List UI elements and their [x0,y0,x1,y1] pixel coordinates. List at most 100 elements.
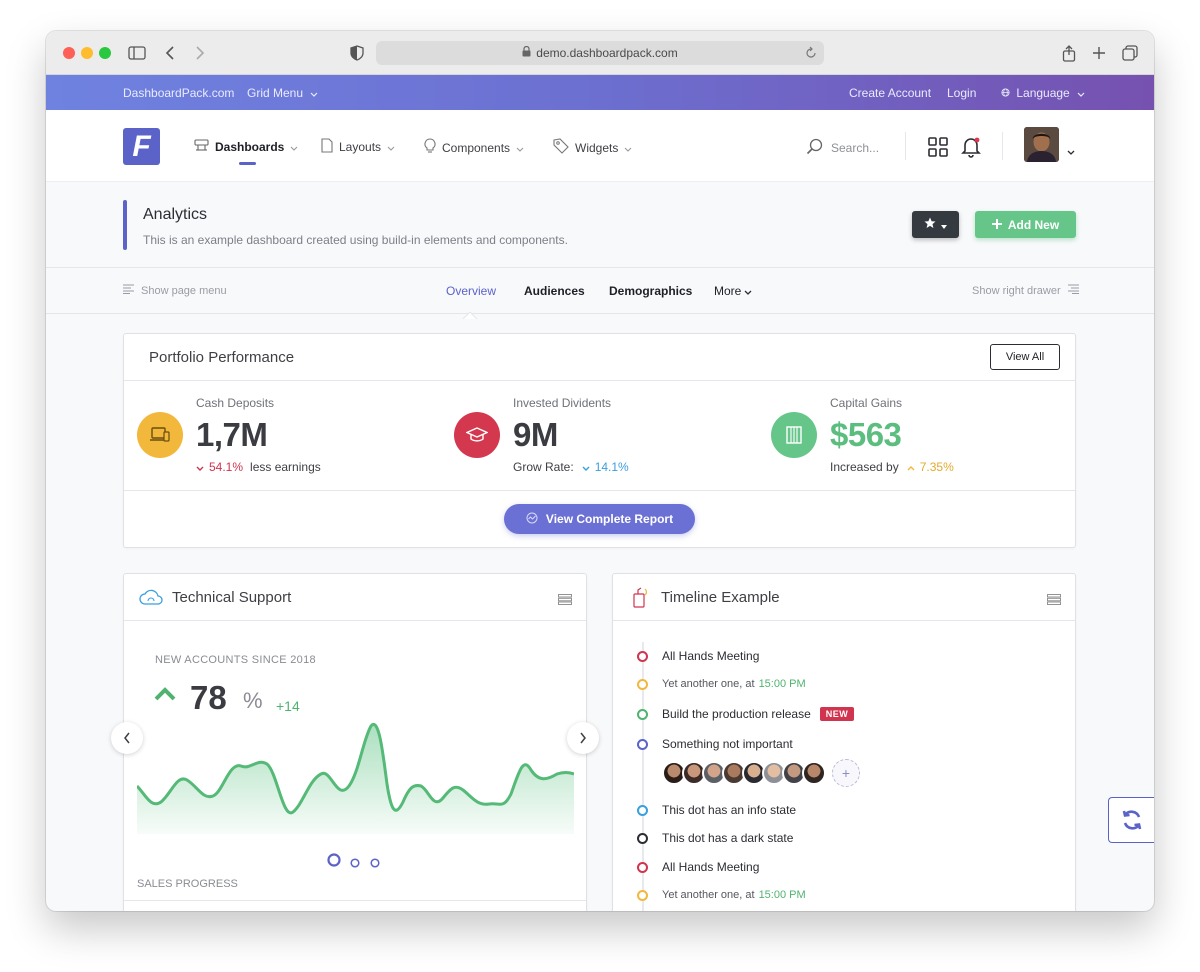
add-new-button[interactable]: Add New [975,211,1076,238]
card-menu-icon[interactable] [558,592,572,605]
card-header: Technical Support [124,574,586,621]
header-divider [1002,132,1003,160]
reload-icon[interactable] [805,46,817,62]
timeline-item: All Hands Meeting [637,649,759,663]
add-new-label: Add New [1007,217,1060,232]
card-header: Portfolio Performance View All [124,334,1075,381]
chevron-right-icon [580,732,586,744]
show-page-menu-label: Show page menu [141,284,227,297]
timeline-dot [637,861,648,873]
nav-dashboards-label: Dashboards [215,139,285,154]
search-box[interactable]: Search... [806,138,879,158]
timeline-text: Something not important [662,737,793,751]
page-title-section: Analytics This is an example dashboard c… [46,182,1154,268]
trend-up-icon [154,687,176,706]
active-nav-indicator [239,162,256,165]
accounts-value: 78 [190,679,227,716]
timeline-text: Yet another one, at [662,678,755,690]
lighter-icon [631,586,651,613]
laptop-icon [137,412,183,458]
notification-bell-icon[interactable] [961,136,981,163]
timeline-item: Yet another one, at 15:00 PM [637,678,806,690]
search-input[interactable]: Search... [831,141,880,155]
nav-layouts[interactable]: Layouts [321,138,395,156]
trend-down-icon [582,460,590,474]
minimize-window-button[interactable] [81,47,93,59]
card-menu-icon[interactable] [1047,592,1061,605]
avatar[interactable] [802,761,826,785]
create-account-link[interactable]: Create Account [849,86,932,100]
star-icon [924,217,936,232]
add-avatar-button[interactable]: + [832,759,860,787]
nav-layouts-label: Layouts [339,140,382,154]
carousel-indicator[interactable] [350,855,360,873]
url-text: demo.dashboardpack.com [536,46,678,60]
close-window-button[interactable] [63,47,75,59]
nav-dashboards[interactable]: Dashboards [194,138,298,155]
show-page-menu-button[interactable]: Show page menu [123,284,227,297]
timeline-text: This dot has a dark state [662,831,794,845]
view-complete-report-button[interactable]: View Complete Report [504,504,695,534]
new-tab-icon[interactable] [1088,42,1110,64]
back-icon[interactable] [159,42,181,64]
timeline-time: 15:00 PM [758,678,806,690]
tab-audiences[interactable]: Audiences [524,284,585,298]
timeline-time: 15:00 PM [758,889,806,901]
browser-toolbar: demo.dashboardpack.com [46,31,1154,75]
app-header: F Dashboards Layouts Components [46,110,1154,182]
forward-icon[interactable] [189,42,211,64]
login-link[interactable]: Login [947,86,977,100]
tab-more[interactable]: More [714,284,752,298]
brand-logo[interactable]: F [123,128,160,165]
share-icon[interactable] [1058,42,1080,64]
timeline-dot [637,678,648,690]
privacy-shield-icon[interactable] [346,42,368,64]
metric-note: Increased by [830,460,899,474]
carousel-prev-button[interactable] [111,722,143,754]
tab-demographics[interactable]: Demographics [609,284,693,298]
timeline-text: This dot has an info state [662,803,797,817]
tab-overview[interactable]: Overview [446,284,497,298]
tab-overview-icon[interactable] [1119,42,1141,64]
grid-menu-dropdown[interactable]: Grid Menu [247,86,318,100]
metric-change: Increased by 7.35% [830,460,954,474]
lightbulb-icon [424,138,436,157]
card-divider [124,900,586,901]
carousel-indicator[interactable] [370,855,380,873]
tab-more-label: More [714,284,742,298]
view-complete-report-label: View Complete Report [545,512,674,526]
nav-components[interactable]: Components [424,138,524,157]
theme-settings-button[interactable] [1108,797,1154,843]
favorite-dropdown-button[interactable] [912,211,959,238]
accounts-area-chart [137,722,574,834]
nav-widgets[interactable]: Widgets [553,138,632,157]
zoom-window-button[interactable] [99,47,111,59]
metric-value: 1,7M [196,416,268,453]
chart-circle-icon [526,512,538,527]
timeline-dot [637,708,648,720]
nav-widgets-label: Widgets [575,140,619,155]
carousel-next-button[interactable] [567,722,599,754]
plus-icon [991,218,1002,232]
user-menu-chevron-icon[interactable] [1067,142,1075,160]
carousel-indicator-active[interactable] [327,853,341,872]
sidebar-toggle-icon[interactable] [126,42,148,64]
metric-label: Cash Deposits [196,396,275,410]
card-header: Timeline Example [613,574,1075,621]
metric-change: Grow Rate: 14.1% [513,460,629,474]
view-all-button[interactable]: View All [990,344,1060,370]
nav-components-label: Components [442,140,511,155]
document-icon [321,138,333,156]
trend-down-icon [196,460,204,474]
refresh-icon [1122,810,1141,830]
timeline-dot [637,832,648,844]
site-link[interactable]: DashboardPack.com [123,86,235,100]
timeline-dot [637,889,648,901]
grid-apps-icon[interactable] [928,137,948,162]
address-bar[interactable]: demo.dashboardpack.com [376,41,824,65]
timeline-item: All Hands Meeting [637,860,759,874]
show-right-drawer-button[interactable]: Show right drawer [972,284,1079,297]
language-dropdown[interactable]: Language [1001,86,1085,100]
user-avatar[interactable] [1024,127,1059,162]
metric-change-value: 7.35% [919,460,954,474]
